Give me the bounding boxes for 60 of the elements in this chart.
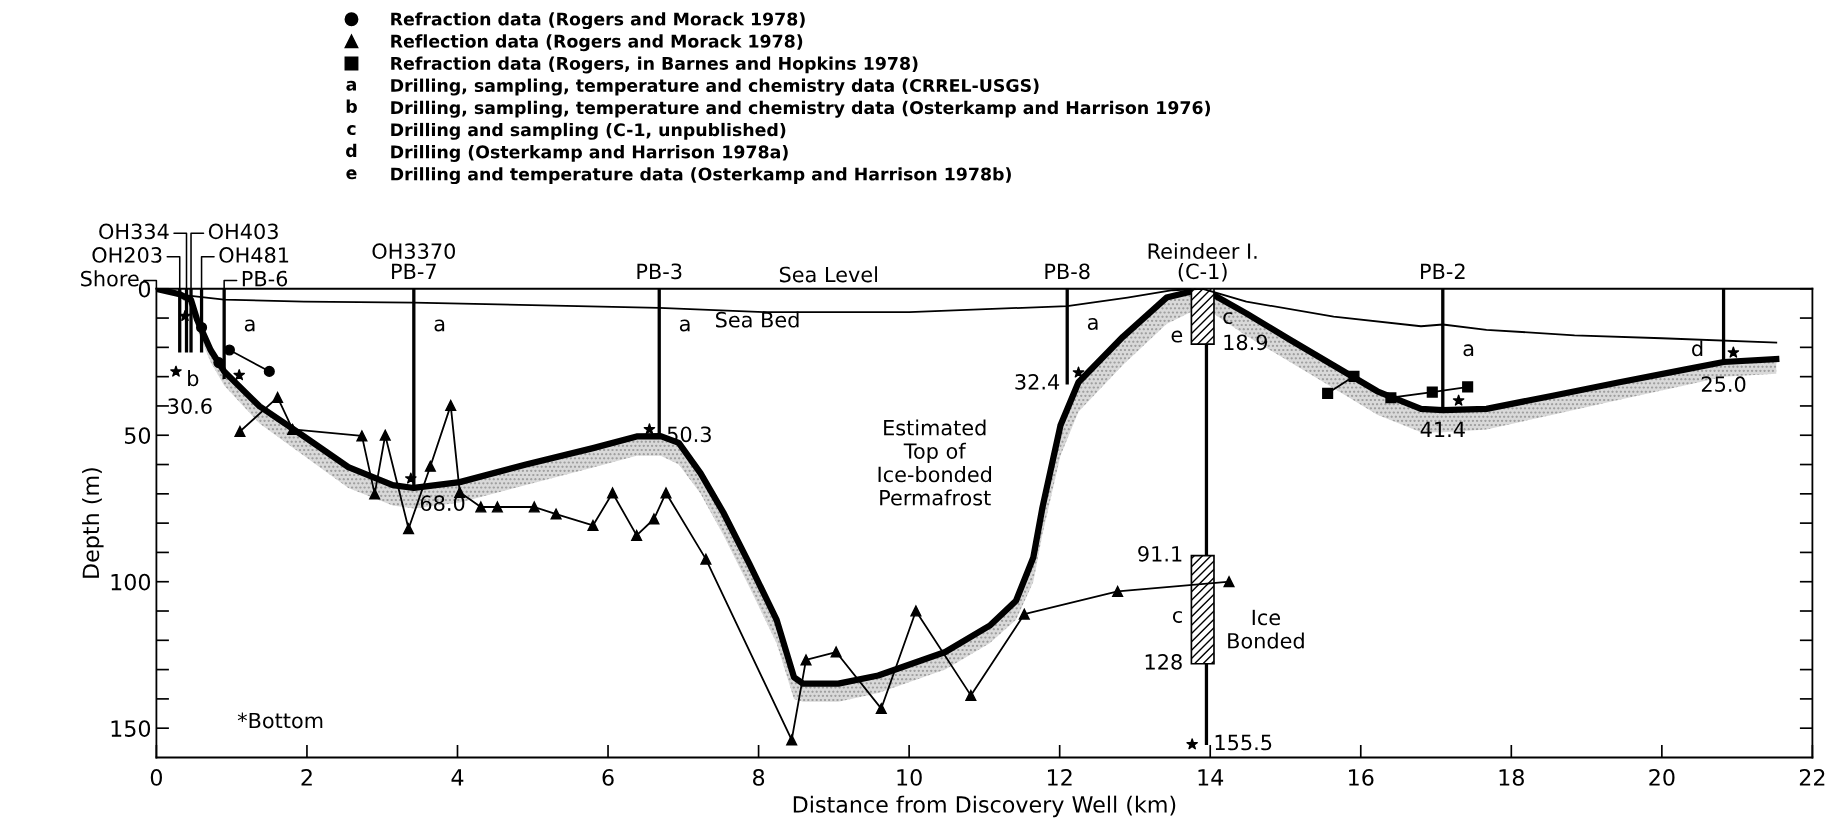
annotation: a [1087,318,1098,330]
annotation: Shore [81,270,139,287]
annotation: PB-6 [242,270,288,287]
annotation: 91.1 [1138,545,1182,562]
annotation: e [1171,330,1183,343]
annotation: PB-8 [1045,263,1090,280]
annotation: 25.0 [1701,376,1746,393]
annotation: b [188,370,199,387]
text: b Drilling, sampling, temperature and chemistry data (Osterkamp and Harrison 1976) [346,99,1210,118]
text: e Drilling and temperature data (Osterkamp and Harrison 1978b) [346,167,1011,185]
x-tick-label: 20 [1649,768,1675,786]
y-tick-label: 0 [138,280,151,298]
x-tick-label: 4 [451,769,464,786]
annotation: 32.4 [1015,373,1060,390]
x-tick-label: 6 [602,768,614,786]
x-tick-label: 2 [301,768,312,786]
annotation: PB-2 [1421,263,1465,279]
annotation: a [1463,344,1474,357]
y-tick-label: 100 [111,573,151,591]
annotation: c [1172,610,1182,623]
annotation: OH481 [219,247,289,263]
annotation: Ice Bonded [1228,609,1304,649]
annotation: Reindeer I. (C-1) [1148,242,1257,282]
y-tick-label: 150 [111,720,151,737]
text: a Drilling, sampling, temperature and chemistry data (CRREL-USGS) [346,78,1039,96]
annotation: 18.9 [1224,334,1268,351]
x-tick-label: 22 [1799,768,1825,786]
annotation: a [244,319,255,332]
legend-label: Refraction data (Rogers, in Barnes and Hopkins 1978) [391,56,918,74]
annotation: 30.6 [168,398,212,414]
annotation: 128 [1145,654,1182,670]
annotation: OH3370 PB-7 [372,243,455,279]
annotation: PB-3 [637,263,682,280]
annotation: a [679,319,690,332]
annotation: 41.4 [1420,421,1465,437]
annotation: d [1692,340,1703,357]
annotation: *Bottom [237,712,323,729]
annotation: Estimated Top of Ice-bonded Permafrost [878,419,992,506]
x-tick-label: 8 [753,768,765,786]
x-tick-label: 16 [1349,768,1374,786]
x-tick-label: 12 [1047,768,1072,786]
legend-label: Reflection data (Rogers and Morack 1978) [391,34,803,52]
annotation: a [434,319,445,332]
y-tick-label: 50 [124,427,151,444]
legend-label: Refraction data (Rogers and Morack 1978) [391,12,805,30]
annotation: OH334 [99,223,169,240]
x-tick-label: 0 [150,768,162,786]
annotation: Sea Bed [716,311,799,328]
annotation: 155.5 [1215,734,1272,751]
x-tick-label: 14 [1198,769,1224,786]
x-tick-label: 10 [897,768,922,786]
x-axis-title: Distance from Discovery Well (km) [793,795,1176,818]
annotation: c [1223,312,1233,325]
y-axis-title: Depth (m) [82,468,104,578]
annotation: OH403 [208,223,278,240]
text: c Drilling and sampling (C-1, unpublished) [347,122,786,140]
text: d Drilling (Osterkamp and Harrison 1978a) [346,143,788,162]
annotation: OH203 [92,247,162,263]
x-tick-label: 18 [1499,768,1524,786]
text: Sea Level [779,266,877,283]
